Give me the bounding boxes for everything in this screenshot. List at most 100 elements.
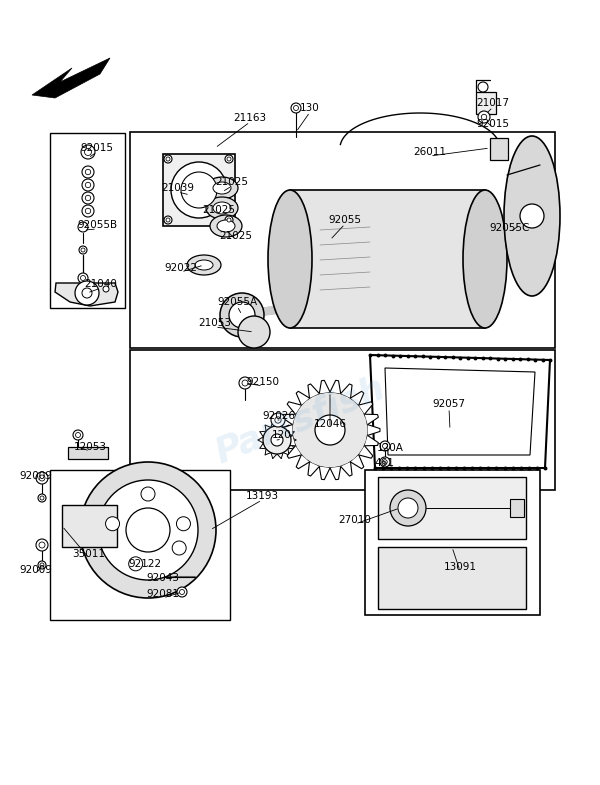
Circle shape: [291, 103, 301, 113]
Text: 13091: 13091: [443, 562, 476, 572]
Polygon shape: [365, 470, 540, 615]
Polygon shape: [350, 391, 364, 405]
Polygon shape: [281, 414, 295, 425]
Circle shape: [380, 441, 390, 451]
Circle shape: [166, 157, 170, 161]
Text: 12053: 12053: [74, 442, 107, 452]
Polygon shape: [308, 462, 319, 476]
Circle shape: [229, 302, 255, 328]
Polygon shape: [319, 466, 330, 480]
Text: 92009: 92009: [20, 565, 52, 575]
Bar: [68, 447, 108, 459]
Polygon shape: [330, 466, 341, 480]
Text: 120A: 120A: [377, 443, 403, 453]
Text: 130: 130: [300, 103, 320, 113]
Circle shape: [78, 273, 88, 283]
Circle shape: [164, 155, 172, 163]
Circle shape: [81, 248, 85, 252]
Polygon shape: [32, 58, 110, 98]
Text: 21039: 21039: [161, 183, 194, 193]
Circle shape: [36, 472, 48, 484]
Circle shape: [172, 541, 186, 555]
Ellipse shape: [210, 215, 242, 237]
Circle shape: [80, 276, 86, 280]
Text: 21025: 21025: [215, 177, 248, 187]
Text: 92122: 92122: [128, 559, 161, 569]
Circle shape: [38, 561, 46, 569]
Circle shape: [103, 286, 109, 292]
Circle shape: [82, 179, 94, 191]
Circle shape: [478, 111, 490, 123]
Circle shape: [227, 157, 231, 161]
Text: 21017: 21017: [476, 98, 509, 108]
Text: 26011: 26011: [413, 147, 446, 157]
Circle shape: [181, 172, 217, 208]
Circle shape: [520, 204, 544, 228]
Text: 21163: 21163: [233, 113, 266, 123]
Circle shape: [82, 166, 94, 178]
Circle shape: [225, 216, 233, 224]
Circle shape: [78, 222, 88, 232]
Text: 92022: 92022: [164, 263, 197, 273]
Circle shape: [380, 457, 390, 467]
Text: 461: 461: [374, 458, 394, 468]
Text: 92026: 92026: [263, 411, 296, 421]
Circle shape: [239, 377, 251, 389]
Ellipse shape: [187, 255, 221, 275]
Text: 21053: 21053: [199, 318, 232, 328]
Text: 13193: 13193: [245, 491, 278, 501]
Text: 92015: 92015: [476, 119, 509, 129]
Circle shape: [271, 434, 283, 446]
Text: 92055C: 92055C: [490, 223, 530, 233]
Circle shape: [238, 316, 270, 348]
Circle shape: [383, 460, 387, 464]
Text: 120: 120: [272, 430, 292, 440]
Circle shape: [390, 490, 426, 526]
Circle shape: [227, 218, 231, 222]
Circle shape: [81, 145, 95, 159]
Circle shape: [126, 508, 170, 552]
Bar: [378, 547, 526, 609]
Text: Partsfish: Partsfish: [210, 371, 390, 469]
Polygon shape: [296, 455, 310, 469]
Text: 12046: 12046: [314, 419, 347, 429]
Bar: [490, 138, 508, 160]
Circle shape: [76, 433, 80, 437]
Circle shape: [292, 392, 368, 468]
Text: 21025: 21025: [203, 205, 235, 215]
Circle shape: [36, 539, 48, 551]
Circle shape: [82, 205, 94, 217]
Circle shape: [398, 498, 418, 518]
Bar: [290, 190, 485, 328]
Polygon shape: [370, 355, 550, 468]
Text: 92015: 92015: [80, 143, 113, 153]
Circle shape: [38, 494, 46, 502]
Polygon shape: [130, 132, 555, 348]
Circle shape: [315, 415, 345, 445]
Ellipse shape: [206, 197, 238, 219]
Polygon shape: [308, 384, 319, 398]
Polygon shape: [50, 470, 230, 620]
Ellipse shape: [217, 220, 235, 232]
Circle shape: [40, 563, 44, 567]
Ellipse shape: [268, 190, 312, 328]
Ellipse shape: [213, 182, 231, 194]
Circle shape: [383, 444, 388, 448]
Circle shape: [225, 155, 233, 163]
Polygon shape: [280, 425, 292, 436]
Text: 92057: 92057: [433, 399, 466, 409]
Ellipse shape: [463, 190, 507, 328]
Text: 27010: 27010: [338, 515, 371, 525]
Polygon shape: [287, 446, 301, 458]
Circle shape: [85, 182, 91, 188]
Ellipse shape: [206, 177, 238, 199]
Circle shape: [85, 148, 91, 155]
Text: 92055B: 92055B: [77, 220, 117, 230]
Polygon shape: [341, 462, 352, 476]
Polygon shape: [359, 446, 373, 458]
Text: 92043: 92043: [146, 573, 179, 583]
Polygon shape: [50, 133, 125, 308]
Polygon shape: [385, 368, 535, 455]
Circle shape: [263, 426, 291, 454]
Bar: [378, 477, 526, 539]
